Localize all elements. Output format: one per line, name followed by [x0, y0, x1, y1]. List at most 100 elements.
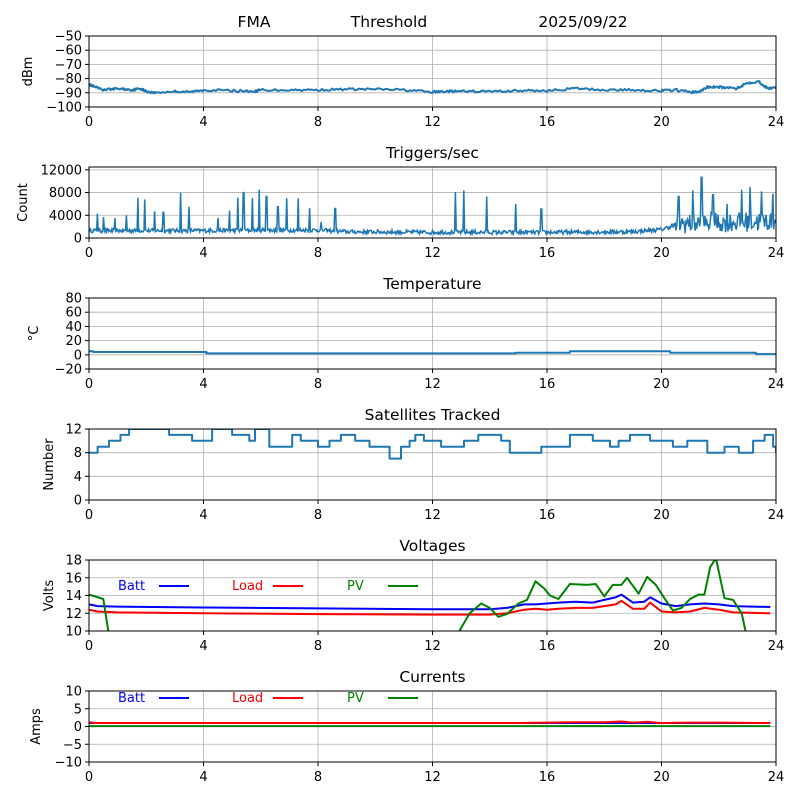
x-tick-label: 16: [539, 770, 556, 785]
y-tick-label: −20: [55, 363, 82, 378]
series-line-voltages-load: [89, 599, 771, 616]
y-tick-label: 8: [74, 446, 82, 461]
y-axis-label: Count: [16, 183, 31, 222]
y-tick-label: 80: [65, 292, 82, 307]
y-tick-label: 0: [74, 720, 82, 735]
legend-label-load: Load: [232, 579, 263, 594]
x-tick-label: 16: [539, 377, 556, 392]
y-tick-label: 0: [74, 494, 82, 509]
y-tick-label: 4000: [49, 209, 82, 224]
legend-label-batt: Batt: [118, 691, 145, 706]
series-line-threshold-threshold: [89, 80, 776, 95]
y-tick-label: −5: [63, 738, 82, 753]
x-tick-label: 4: [199, 115, 207, 130]
x-tick-label: 0: [85, 508, 93, 523]
x-tick-label: 8: [314, 770, 322, 785]
x-tick-label: 24: [768, 377, 785, 392]
y-tick-label: 10: [65, 625, 82, 640]
y-tick-label: 5: [74, 702, 82, 717]
y-tick-label: 40: [65, 320, 82, 335]
x-tick-label: 4: [199, 377, 207, 392]
x-tick-label: 0: [85, 639, 93, 654]
x-tick-label: 16: [539, 508, 556, 523]
series-line-currents-load: [89, 720, 771, 724]
x-tick-label: 20: [653, 377, 670, 392]
x-tick-label: 16: [539, 639, 556, 654]
series-line-satellites-satellites: [89, 429, 776, 460]
x-tick-label: 8: [314, 246, 322, 261]
x-tick-label: 0: [85, 377, 93, 392]
header-left: FMA: [238, 13, 271, 31]
x-tick-label: 0: [85, 246, 93, 261]
y-tick-label: 8000: [49, 186, 82, 201]
x-tick-label: 12: [424, 246, 441, 261]
x-tick-label: 8: [314, 377, 322, 392]
y-tick-label: 16: [65, 571, 82, 586]
x-tick-label: 4: [199, 508, 207, 523]
y-axis-label: Volts: [42, 580, 57, 612]
x-tick-label: 24: [768, 770, 785, 785]
legend-label-batt: Batt: [118, 579, 145, 594]
x-tick-label: 24: [768, 246, 785, 261]
y-tick-label: −10: [55, 756, 82, 771]
panel-satellites: 0 4 8 12 16 20 24 0 4 8 12 Number Satellites Tracked: [42, 406, 784, 523]
y-tick-label: 4: [74, 470, 82, 485]
header-center: Threshold: [350, 13, 427, 31]
header-right: 2025/09/22: [538, 13, 627, 31]
y-tick-label: 12000: [41, 163, 82, 178]
x-tick-label: 20: [653, 770, 670, 785]
y-tick-label: 20: [65, 334, 82, 349]
y-tick-label: −80: [55, 72, 82, 87]
x-tick-label: 4: [199, 639, 207, 654]
x-tick-label: 8: [314, 115, 322, 130]
y-tick-label: 0: [74, 348, 82, 363]
x-tick-label: 20: [653, 508, 670, 523]
y-tick-label: −70: [55, 58, 82, 73]
x-tick-label: 0: [85, 770, 93, 785]
series-line-triggers: [89, 176, 776, 237]
y-axis-label: Number: [42, 438, 57, 491]
x-tick-label: 16: [539, 115, 556, 130]
y-tick-label: −100: [46, 101, 82, 116]
y-tick-label: −50: [55, 30, 82, 45]
y-axis-label: °C: [27, 326, 42, 342]
y-tick-label: 18: [65, 554, 82, 569]
y-axis-label: Amps: [29, 708, 44, 745]
x-tick-label: 20: [653, 246, 670, 261]
x-tick-label: 4: [199, 246, 207, 261]
x-tick-label: 8: [314, 639, 322, 654]
x-tick-label: 12: [424, 508, 441, 523]
series-line-temperature-temperature: [89, 350, 776, 356]
x-tick-label: 12: [424, 377, 441, 392]
panel-threshold: 0 4 8 12 16 20 24 −100−90−80−70−60−50 dBm: [21, 30, 784, 131]
x-tick-label: 4: [199, 770, 207, 785]
panel-title: Triggers/sec: [385, 144, 479, 162]
y-tick-label: 14: [65, 589, 82, 604]
x-tick-label: 12: [424, 639, 441, 654]
x-tick-label: 8: [314, 508, 322, 523]
series-line-voltages-pv: [89, 560, 747, 631]
y-axis-label: dBm: [21, 57, 36, 87]
y-tick-label: 10: [65, 685, 82, 700]
x-tick-label: 12: [424, 115, 441, 130]
x-tick-label: 24: [768, 639, 785, 654]
panel-title: Satellites Tracked: [365, 406, 501, 424]
panel-title: Currents: [399, 668, 465, 686]
y-tick-label: 12: [65, 607, 82, 622]
x-tick-label: 20: [653, 639, 670, 654]
legend-label-pv: PV: [347, 691, 364, 706]
panel-currents: Batt Load PV 0 4 8 12 16 20 24 −10 −5 0 5 10 Amps Curren…: [29, 668, 784, 785]
y-tick-label: 0: [74, 232, 82, 247]
panel-voltages: Batt Load PV 0 4 8 12 16 20 24 10 12 14 16 18 Volts Volt…: [42, 537, 784, 654]
panel-title: Voltages: [399, 537, 465, 555]
x-tick-label: 12: [424, 770, 441, 785]
x-tick-label: 16: [539, 246, 556, 261]
x-tick-label: 20: [653, 115, 670, 130]
legend-label-load: Load: [232, 691, 263, 706]
y-tick-label: 60: [65, 306, 82, 321]
panel-title: Temperature: [382, 275, 481, 293]
x-tick-label: 24: [768, 115, 785, 130]
y-tick-label: −90: [55, 86, 82, 101]
